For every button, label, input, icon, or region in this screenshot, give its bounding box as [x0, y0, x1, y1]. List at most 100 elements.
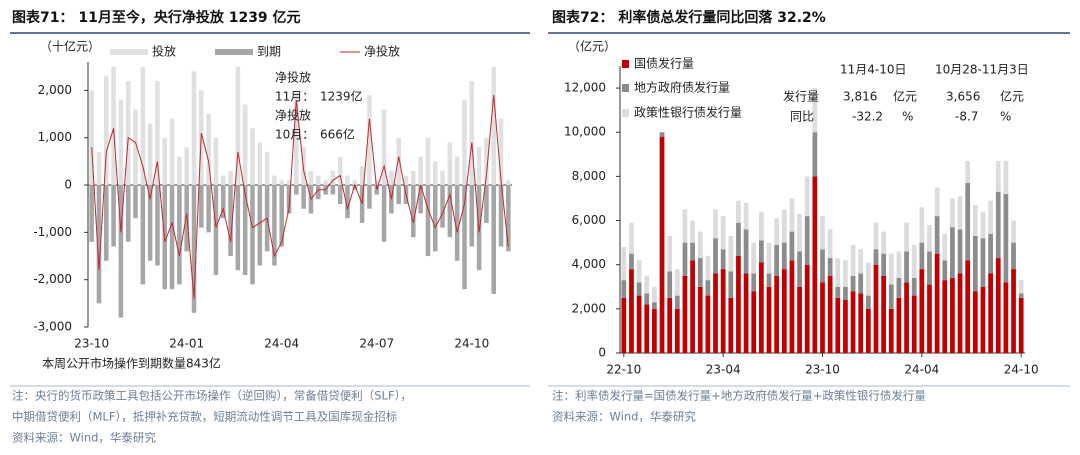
bar	[242, 185, 248, 275]
bar-segment	[919, 242, 925, 270]
bar-segment	[751, 291, 757, 353]
bar	[147, 185, 153, 261]
bar	[191, 185, 197, 313]
bar-segment	[995, 191, 1001, 259]
x-tick-label: 24-01	[169, 337, 204, 351]
bar-segment	[1011, 269, 1016, 353]
bar-segment	[812, 132, 818, 177]
bar-segment	[911, 244, 917, 278]
bar-segment	[804, 176, 810, 217]
bar	[352, 185, 358, 190]
annotation: 11月4-10日	[840, 63, 907, 77]
bar-segment	[888, 308, 894, 353]
bar	[140, 66, 146, 186]
bar	[469, 185, 475, 247]
bar	[286, 180, 292, 186]
bar	[491, 185, 496, 294]
bar-segment	[988, 273, 993, 353]
y-tick-label: 2,000	[572, 301, 606, 315]
annotation: 10月：	[275, 128, 314, 142]
bar-segment	[950, 277, 955, 353]
bar	[381, 109, 387, 186]
line	[91, 95, 509, 299]
bar	[220, 175, 226, 186]
bar-segment	[881, 275, 887, 353]
bar-segment	[881, 231, 887, 254]
bar-segment	[758, 262, 764, 353]
bar-segment	[743, 202, 749, 230]
bar	[111, 185, 116, 247]
bar	[169, 118, 175, 186]
annotation: -32.2	[852, 110, 883, 124]
bar-segment	[636, 295, 642, 353]
bar	[374, 180, 380, 186]
bar-segment	[659, 136, 665, 353]
y-unit: （十亿元）	[40, 39, 100, 54]
bar-segment	[995, 258, 1001, 353]
bar-segment	[758, 240, 764, 263]
bar	[206, 185, 211, 233]
bar-segment	[636, 282, 642, 296]
bar-segment	[888, 253, 894, 285]
bar	[228, 170, 233, 186]
bar-segment	[621, 247, 627, 281]
bar-segment	[766, 273, 772, 287]
bar	[411, 170, 416, 186]
bar-segment	[950, 227, 955, 278]
bar-segment	[690, 242, 695, 261]
bar	[462, 99, 467, 186]
bar	[506, 180, 511, 186]
bar-segment	[942, 280, 948, 353]
bar-segment	[820, 249, 825, 283]
bar-segment	[697, 258, 703, 287]
bar	[250, 128, 255, 186]
bar	[286, 185, 292, 214]
bar	[184, 147, 189, 186]
bar-segment	[957, 273, 963, 353]
y-unit: （亿元）	[568, 39, 616, 54]
bar-segment	[674, 295, 680, 309]
footnote: 资料来源：Wind，华泰研究	[552, 410, 696, 424]
legend-label: 国债发行量	[634, 56, 694, 71]
bar	[381, 185, 387, 242]
bar-segment	[797, 251, 802, 287]
bar-segment	[781, 242, 787, 270]
bar-segment	[789, 198, 795, 232]
bar-segment	[957, 229, 963, 274]
bar-segment	[972, 235, 978, 292]
legend-label: 净投放	[364, 44, 400, 59]
bar-segment	[850, 244, 856, 276]
bar-segment	[736, 255, 741, 353]
bar	[213, 185, 219, 275]
bar-segment	[896, 277, 902, 298]
bar-segment	[720, 269, 726, 353]
bar	[359, 166, 365, 186]
bar	[220, 185, 226, 219]
bar	[96, 151, 102, 186]
x-tick-label: 24-10	[1004, 363, 1039, 377]
legend-label: 政策性银行债发行量	[634, 105, 742, 120]
bar	[418, 156, 423, 186]
y-tick-label: 12,000	[564, 81, 606, 95]
bar-segment	[766, 286, 772, 353]
bar-segment	[850, 291, 856, 353]
y-tick-label: 0	[598, 346, 606, 360]
bar-segment	[865, 295, 871, 309]
bar	[294, 90, 299, 186]
bar-segment	[858, 249, 864, 274]
legend-swatch	[622, 60, 629, 68]
bar-segment	[911, 295, 917, 353]
y-tick-label: -1,000	[33, 225, 72, 239]
bar	[301, 185, 306, 209]
bar	[118, 99, 124, 186]
bar	[272, 185, 277, 266]
y-tick-label: 0	[64, 178, 72, 192]
bar-segment	[774, 218, 780, 245]
bar	[162, 137, 168, 186]
bar-segment	[674, 269, 680, 296]
bar-segment	[743, 229, 749, 274]
bar-segment	[965, 183, 971, 261]
bar-segment	[942, 260, 948, 281]
bar-segment	[1003, 160, 1009, 195]
